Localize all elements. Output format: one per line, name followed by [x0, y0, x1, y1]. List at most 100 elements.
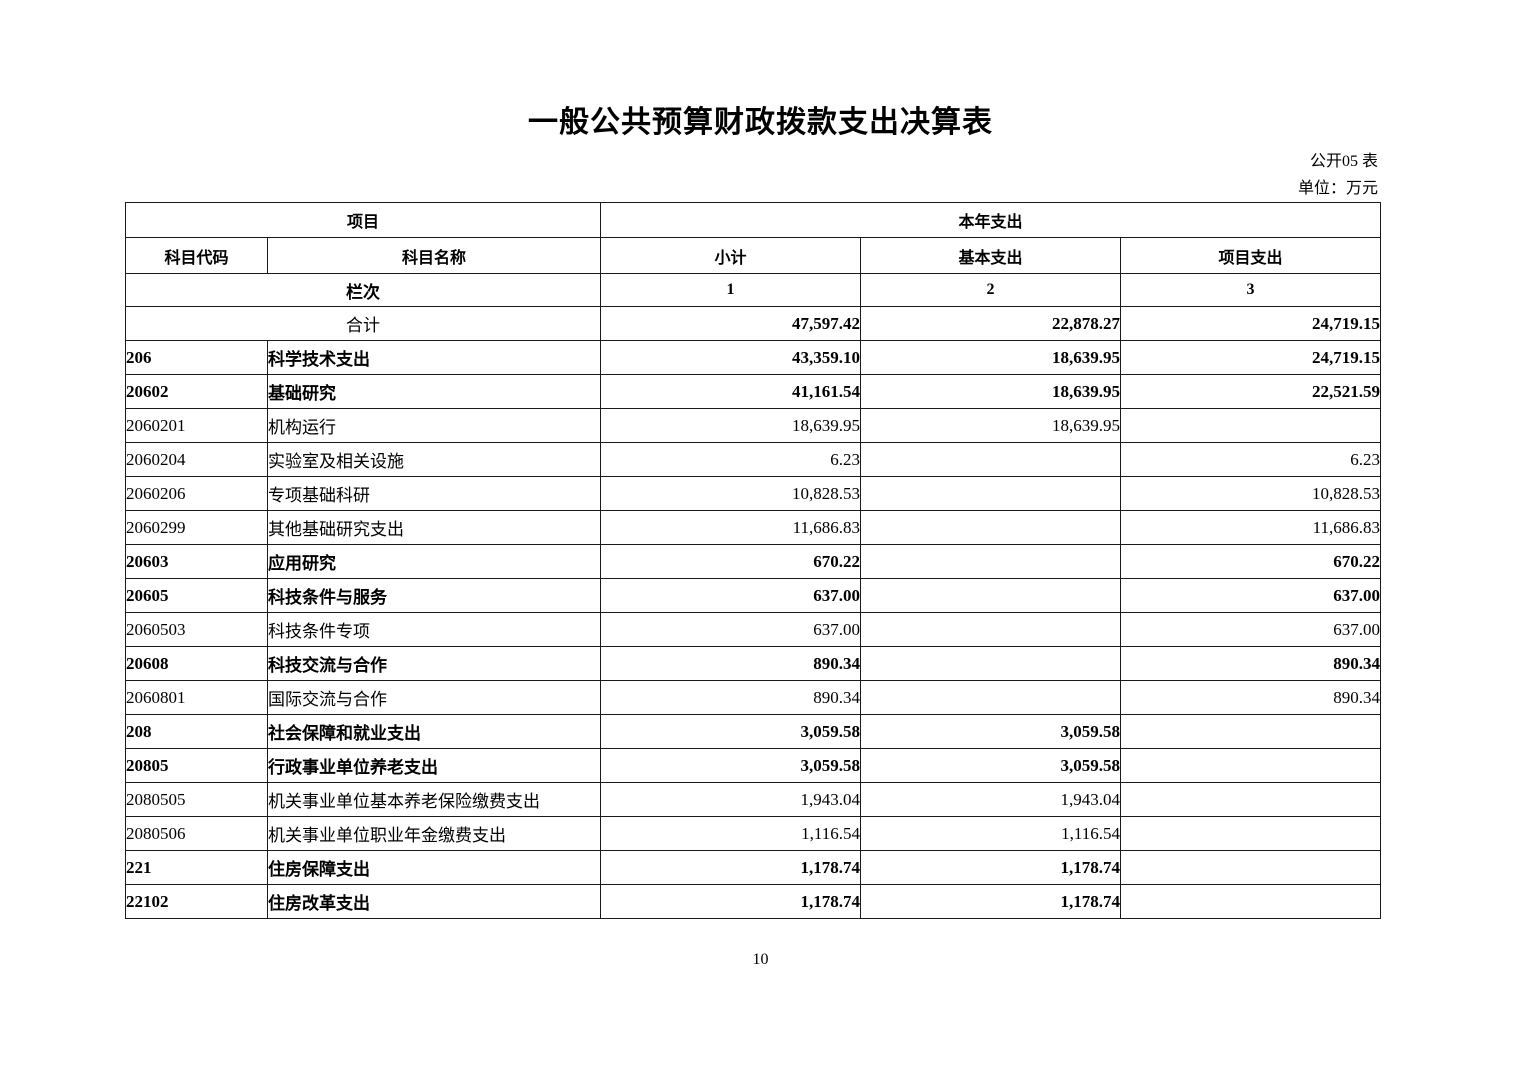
- row-name: 机关事业单位基本养老保险缴费支出: [266, 782, 602, 817]
- row-project: 10,828.53: [1120, 476, 1382, 511]
- row-basic: [860, 680, 1122, 715]
- row-basic: [860, 646, 1122, 681]
- row-name: 其他基础研究支出: [266, 510, 602, 545]
- row-subtotal: 3,059.58: [600, 748, 862, 783]
- header-index-1: 1: [600, 273, 862, 307]
- header-col-code: 科目代码: [125, 237, 268, 274]
- row-basic: 1,178.74: [860, 884, 1122, 919]
- row-project: 637.00: [1120, 578, 1382, 613]
- row-basic: 22,878.27: [860, 306, 1122, 341]
- row-project: [1120, 850, 1382, 885]
- header-group-row: 项目 本年支出: [124, 202, 1382, 238]
- row-name: 科学技术支出: [266, 340, 602, 375]
- table-row: 2060801 国际交流与合作 890.34 890.34: [125, 680, 1382, 715]
- header-row-index-label: 栏次: [124, 273, 602, 307]
- row-basic: [860, 510, 1122, 545]
- row-name: 住房保障支出: [266, 850, 602, 885]
- header-item-group: 项目: [124, 202, 602, 238]
- row-subtotal: 637.00: [600, 578, 862, 613]
- header-index-2: 2: [860, 273, 1122, 307]
- row-basic: [860, 612, 1122, 647]
- unit-label: 单位：万元: [1297, 180, 1378, 197]
- row-code: 2060201: [125, 408, 268, 443]
- row-label: 合计: [124, 306, 602, 341]
- total-row: 合计 47,597.42 22,878.27 24,719.15: [124, 306, 1382, 341]
- row-code: 2060299: [125, 510, 268, 545]
- row-code: 20805: [125, 748, 268, 783]
- row-subtotal: 18,639.95: [600, 408, 862, 443]
- row-project: 24,719.15: [1120, 340, 1382, 375]
- row-project: 6.23: [1120, 442, 1382, 477]
- table-row: 22102 住房改革支出 1,178.74 1,178.74: [125, 884, 1382, 919]
- table-row: 20608 科技交流与合作 890.34 890.34: [125, 646, 1382, 681]
- row-name: 机关事业单位职业年金缴费支出: [266, 816, 602, 851]
- header-col-basic: 基本支出: [860, 237, 1122, 274]
- row-project: [1120, 408, 1382, 443]
- row-subtotal: 41,161.54: [600, 374, 862, 409]
- header-index-row: 栏次 1 2 3: [124, 273, 1382, 307]
- row-code: 206: [125, 340, 268, 375]
- budget-table: 项目 本年支出 科目代码 科目名称 小计 基本支出 项目支出 栏次 1 2 3 …: [124, 202, 1382, 919]
- row-code: 2080505: [125, 782, 268, 817]
- row-name: 机构运行: [266, 408, 602, 443]
- row-code: 2080506: [125, 816, 268, 851]
- row-basic: 1,116.54: [860, 816, 1122, 851]
- header-index-3: 3: [1120, 273, 1382, 307]
- row-subtotal: 1,178.74: [600, 850, 862, 885]
- table-row: 208 社会保障和就业支出 3,059.58 3,059.58: [125, 714, 1382, 749]
- row-basic: [860, 578, 1122, 613]
- table-row: 2060503 科技条件专项 637.00 637.00: [125, 612, 1382, 647]
- row-code: 221: [125, 850, 268, 885]
- row-project: [1120, 714, 1382, 749]
- row-code: 2060503: [125, 612, 268, 647]
- row-basic: 1,178.74: [860, 850, 1122, 885]
- header-col-subtotal: 小计: [600, 237, 862, 274]
- row-subtotal: 1,116.54: [600, 816, 862, 851]
- row-code: 20603: [125, 544, 268, 579]
- row-code: 20608: [125, 646, 268, 681]
- table-row: 20602 基础研究 41,161.54 18,639.95 22,521.59: [125, 374, 1382, 409]
- table-row: 2080505 机关事业单位基本养老保险缴费支出 1,943.04 1,943.04: [125, 782, 1382, 817]
- header-col-project: 项目支出: [1120, 237, 1382, 274]
- page-number: 10: [752, 951, 769, 968]
- row-basic: [860, 544, 1122, 579]
- row-basic: 18,639.95: [860, 408, 1122, 443]
- row-name: 应用研究: [266, 544, 602, 579]
- row-name: 科技交流与合作: [266, 646, 602, 681]
- row-name: 国际交流与合作: [266, 680, 602, 715]
- row-code: 20605: [125, 578, 268, 613]
- table-header: 项目 本年支出 科目代码 科目名称 小计 基本支出 项目支出 栏次 1 2 3: [124, 202, 1382, 307]
- row-subtotal: 3,059.58: [600, 714, 862, 749]
- row-basic: 18,639.95: [860, 340, 1122, 375]
- row-name: 行政事业单位养老支出: [266, 748, 602, 783]
- row-basic: 1,943.04: [860, 782, 1122, 817]
- row-code: 2060801: [125, 680, 268, 715]
- row-project: [1120, 748, 1382, 783]
- table-row: 2060206 专项基础科研 10,828.53 10,828.53: [125, 476, 1382, 511]
- table-code-label: 公开05 表: [1309, 153, 1378, 170]
- row-subtotal: 670.22: [600, 544, 862, 579]
- row-basic: 3,059.58: [860, 748, 1122, 783]
- table-row: 2060299 其他基础研究支出 11,686.83 11,686.83: [125, 510, 1382, 545]
- row-subtotal: 890.34: [600, 646, 862, 681]
- row-subtotal: 637.00: [600, 612, 862, 647]
- row-subtotal: 6.23: [600, 442, 862, 477]
- row-project: 670.22: [1120, 544, 1382, 579]
- row-project: [1120, 884, 1382, 919]
- row-name: 基础研究: [266, 374, 602, 409]
- row-code: 22102: [125, 884, 268, 919]
- row-subtotal: 10,828.53: [600, 476, 862, 511]
- table-row: 2060201 机构运行 18,639.95 18,639.95: [125, 408, 1382, 443]
- row-code: 20602: [125, 374, 268, 409]
- row-subtotal: 47,597.42: [600, 306, 862, 341]
- row-project: [1120, 782, 1382, 817]
- row-name: 实验室及相关设施: [266, 442, 602, 477]
- row-code: 208: [125, 714, 268, 749]
- row-project: 11,686.83: [1120, 510, 1382, 545]
- table-row: 20603 应用研究 670.22 670.22: [125, 544, 1382, 579]
- row-subtotal: 890.34: [600, 680, 862, 715]
- row-subtotal: 1,943.04: [600, 782, 862, 817]
- row-subtotal: 11,686.83: [600, 510, 862, 545]
- row-name: 住房改革支出: [266, 884, 602, 919]
